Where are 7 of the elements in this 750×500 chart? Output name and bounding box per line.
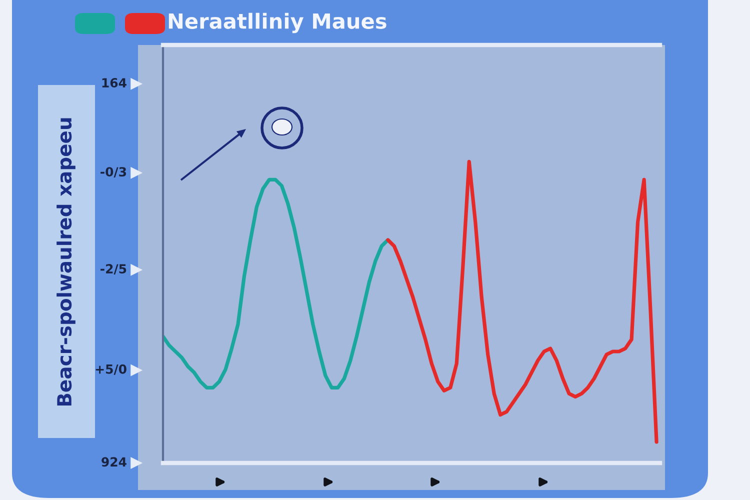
text: 924 [102, 457, 126, 467]
text: -2/5 [100, 264, 126, 274]
text: +5/0 [96, 364, 126, 375]
chart-title: Neraatlliniy Maues [168, 12, 386, 34]
y-axis-title: Beacr-spolwaulred xapeeu [56, 118, 76, 406]
text: 164 [102, 78, 126, 88]
text: -0/3 [100, 167, 126, 178]
